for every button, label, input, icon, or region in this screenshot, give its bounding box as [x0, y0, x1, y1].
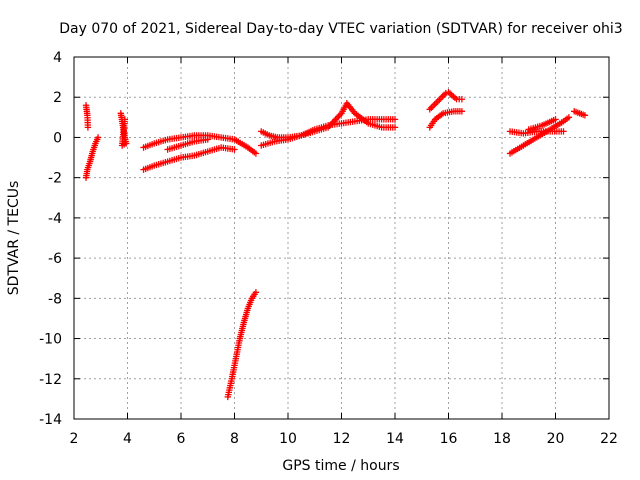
x-tick-label: 8	[230, 431, 239, 447]
data-point	[565, 114, 573, 121]
data-point	[204, 136, 211, 143]
x-tick-label: 14	[386, 431, 404, 447]
series-arc-10	[426, 108, 466, 131]
y-tick-label: -14	[39, 412, 62, 428]
y-tick-label: -8	[48, 291, 62, 307]
series-arc-9	[258, 100, 399, 149]
series-arc-13	[506, 114, 573, 157]
data-point	[458, 96, 466, 103]
x-tick-label: 18	[493, 431, 511, 447]
x-tick-label: 12	[333, 431, 351, 447]
data-point	[252, 289, 260, 296]
x-tick-label: 4	[123, 431, 132, 447]
series-arc-3	[117, 110, 130, 149]
series-arc-1	[82, 102, 92, 131]
data-point	[552, 116, 559, 123]
y-tick-label: -4	[48, 211, 62, 227]
data-point	[560, 128, 567, 135]
y-tick-label: 2	[53, 90, 62, 106]
series-arc-7	[224, 289, 260, 401]
y-tick-label: -2	[48, 171, 62, 187]
series-arc-6	[164, 136, 211, 153]
series-arc-11	[426, 88, 466, 113]
y-tick-label: -10	[39, 332, 62, 348]
y-tick-label: -12	[39, 372, 62, 388]
series-arc-4	[140, 132, 260, 157]
y-tick-label: 4	[53, 50, 62, 66]
data-point	[458, 108, 466, 115]
data-point	[121, 116, 129, 123]
data-point	[391, 116, 399, 123]
series-arc-15	[571, 108, 589, 119]
y-tick-label: 0	[53, 130, 62, 146]
series-arc-2	[82, 134, 102, 181]
data-point	[581, 112, 589, 119]
data-points	[82, 88, 589, 401]
x-tick-label: 2	[70, 431, 79, 447]
data-point	[231, 146, 238, 153]
x-axis-label: GPS time / hours	[282, 458, 399, 474]
data-point	[84, 124, 92, 131]
y-axis-label: SDTVAR / TECUs	[6, 181, 22, 296]
x-tick-label: 22	[600, 431, 618, 447]
x-tick-label: 16	[440, 431, 458, 447]
series-arc-5	[140, 144, 238, 173]
x-tick-label: 10	[279, 431, 297, 447]
chart-title: Day 070 of 2021, Sidereal Day-to-day VTE…	[59, 21, 622, 37]
data-point	[94, 134, 102, 141]
y-tick-label: -6	[48, 251, 62, 267]
x-tick-label: 20	[547, 431, 565, 447]
data-point	[391, 124, 399, 131]
x-tick-label: 6	[177, 431, 186, 447]
series-arc-14	[525, 116, 559, 133]
data-point	[252, 150, 260, 157]
